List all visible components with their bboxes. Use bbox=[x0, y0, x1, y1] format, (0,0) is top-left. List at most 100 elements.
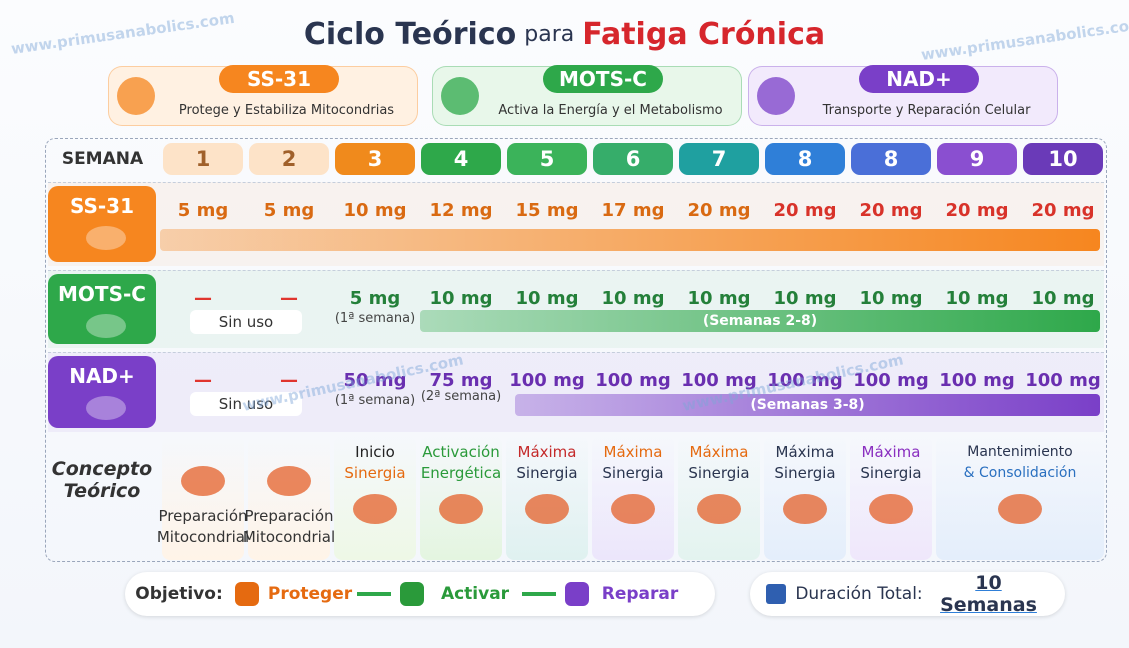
week-header: 1 bbox=[163, 143, 243, 175]
concept-cell: Activación Energética bbox=[420, 436, 502, 560]
concept-line: & Consolidación bbox=[963, 465, 1077, 481]
concept-line: Mitocondrial bbox=[242, 528, 336, 546]
row-band bbox=[48, 182, 1104, 266]
concept-line: Inicio bbox=[355, 443, 395, 461]
dose: 20 mg bbox=[859, 199, 923, 221]
week-header: 9 bbox=[937, 143, 1017, 175]
dose: 10 mg bbox=[773, 287, 837, 309]
concept-line: Activación bbox=[422, 443, 500, 461]
row-icon bbox=[86, 314, 126, 338]
concept-line: Máxima bbox=[603, 443, 663, 461]
dose: 100 mg bbox=[853, 369, 929, 391]
week-note: (2ª semana) bbox=[420, 388, 502, 404]
week-header: 7 bbox=[679, 143, 759, 175]
row-label-text: NAD+ bbox=[69, 364, 135, 388]
week-note: (1ª semana) bbox=[334, 310, 416, 326]
concept-icon bbox=[611, 494, 655, 524]
compound-banner: NAD+ Transporte y Reparación Celular bbox=[748, 65, 1058, 126]
row-icon bbox=[86, 396, 126, 420]
progress-bar bbox=[160, 229, 1100, 251]
title-main: Ciclo Teórico bbox=[303, 16, 517, 52]
week-header: 2 bbox=[249, 143, 329, 175]
concept-line: Máxima bbox=[861, 443, 921, 461]
dose: 10 mg bbox=[343, 199, 407, 221]
compound-icon bbox=[757, 77, 795, 115]
concept-line: Máxima bbox=[689, 443, 749, 461]
row-label-text: MOTS-C bbox=[58, 282, 146, 306]
concept-icon bbox=[353, 494, 397, 524]
step-label: Activar bbox=[440, 584, 510, 604]
concept-cell: Máxima Sinergia bbox=[506, 436, 588, 560]
dose: 100 mg bbox=[509, 369, 585, 391]
concept-line: Sinergia bbox=[860, 464, 922, 482]
compound-description: Activa la Energía y el Metabolismo bbox=[498, 102, 723, 118]
duration-label: Duración Total: bbox=[795, 584, 923, 604]
step-icon bbox=[400, 582, 424, 606]
compound-description: Protege y Estabiliza Mitocondrias bbox=[178, 102, 395, 118]
concept-icon bbox=[697, 494, 741, 524]
dose: 100 mg bbox=[767, 369, 843, 391]
step-label: Reparar bbox=[601, 584, 679, 604]
concept-line: Mitocondrial bbox=[156, 528, 250, 546]
step-icon bbox=[565, 582, 589, 606]
concept-line: Preparación bbox=[158, 507, 248, 525]
concept-line: Sinergia bbox=[774, 464, 836, 482]
concept-icon bbox=[998, 494, 1042, 524]
concept-line: Máxima bbox=[517, 443, 577, 461]
title-highlight: Fatiga Crónica bbox=[582, 16, 826, 52]
dose: 10 mg bbox=[687, 287, 751, 309]
concept-cell: Mantenimiento & Consolidación bbox=[936, 436, 1104, 560]
row-band bbox=[48, 270, 1104, 348]
concept-icon bbox=[869, 494, 913, 524]
concept-line: Sinergia bbox=[344, 464, 406, 482]
dose: — bbox=[194, 369, 212, 391]
dose: 100 mg bbox=[681, 369, 757, 391]
step-icon bbox=[235, 582, 259, 606]
concept-icon bbox=[267, 466, 311, 496]
week-note: (1ª semana) bbox=[334, 392, 416, 408]
dose: 5 mg bbox=[349, 287, 401, 309]
concept-line: Máxima bbox=[775, 443, 835, 461]
dose: 75 mg bbox=[429, 369, 493, 391]
dose: 10 mg bbox=[859, 287, 923, 309]
week-header: 3 bbox=[335, 143, 415, 175]
objective-bar: Objetivo: Proteger Activar Reparar bbox=[125, 572, 715, 616]
concept-icon bbox=[525, 494, 569, 524]
compound-description: Transporte y Reparación Celular bbox=[822, 102, 1031, 118]
week-header: 4 bbox=[421, 143, 501, 175]
unused-note: Sin uso bbox=[190, 392, 302, 416]
row-label: NAD+ bbox=[48, 356, 156, 428]
dose: 20 mg bbox=[773, 199, 837, 221]
dose: 5 mg bbox=[177, 199, 229, 221]
concept-cell: Máxima Sinergia bbox=[764, 436, 846, 560]
dose: — bbox=[280, 369, 298, 391]
duration-value: 10 Semanas bbox=[940, 572, 1037, 616]
dose: 20 mg bbox=[1031, 199, 1095, 221]
dose: — bbox=[194, 287, 212, 309]
compound-banner: MOTS-C Activa la Energía y el Metabolismo bbox=[432, 65, 742, 126]
dose: 12 mg bbox=[429, 199, 493, 221]
compound-banner: SS-31 Protege y Estabiliza Mitocondrias bbox=[108, 65, 418, 126]
dose: 20 mg bbox=[945, 199, 1009, 221]
dose: 10 mg bbox=[515, 287, 579, 309]
row-icon bbox=[86, 226, 126, 250]
dose: 15 mg bbox=[515, 199, 579, 221]
objective-label: Objetivo: bbox=[135, 584, 223, 604]
table-frame bbox=[45, 138, 1107, 562]
row-label: SS-31 bbox=[48, 186, 156, 262]
dose: — bbox=[280, 287, 298, 309]
compound-name: MOTS-C bbox=[543, 65, 663, 93]
concept-cell: Máxima Sinergia bbox=[678, 436, 760, 560]
unused-note: Sin uso bbox=[190, 310, 302, 334]
row-label: MOTS-C bbox=[48, 274, 156, 344]
dose: 50 mg bbox=[343, 369, 407, 391]
dose: 100 mg bbox=[1025, 369, 1101, 391]
span-note: (Semanas 3-8) bbox=[750, 397, 865, 413]
duration-bar: Duración Total: 10 Semanas bbox=[750, 572, 1065, 616]
concept-cell: Máxima Sinergia bbox=[850, 436, 932, 560]
concept-cell: Inicio Sinergia bbox=[334, 436, 416, 560]
compound-name: NAD+ bbox=[859, 65, 979, 93]
dose: 100 mg bbox=[939, 369, 1015, 391]
concept-label-line: Teórico bbox=[63, 480, 141, 502]
